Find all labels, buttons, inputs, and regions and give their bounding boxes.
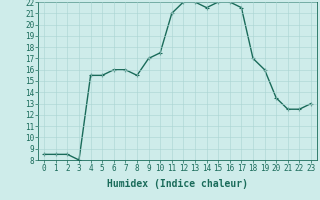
X-axis label: Humidex (Indice chaleur): Humidex (Indice chaleur) bbox=[107, 179, 248, 189]
